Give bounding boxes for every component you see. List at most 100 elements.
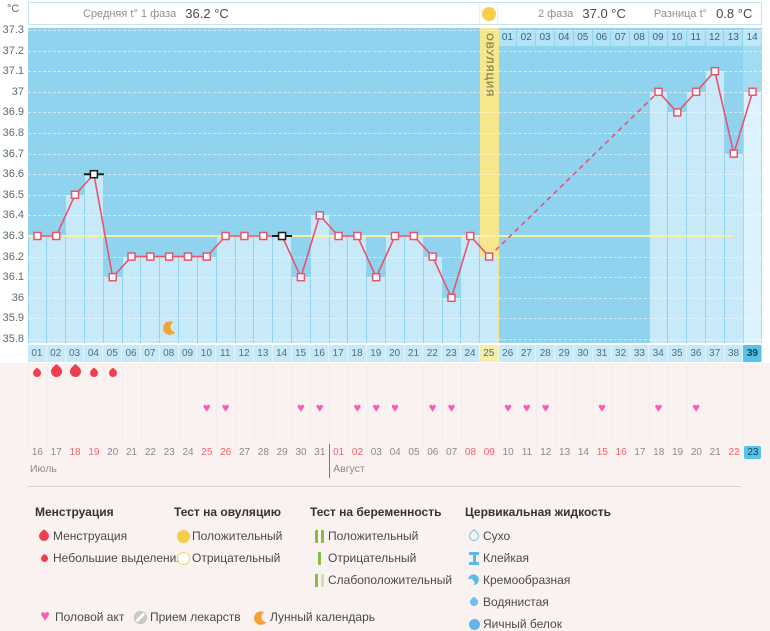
temperature-bar: [273, 236, 291, 343]
cycle-day-cell[interactable]: 17: [329, 345, 349, 362]
intercourse-heart-icon: ♥: [541, 400, 550, 415]
date-cell: 29: [276, 447, 288, 458]
cycle-day-cell[interactable]: 12: [235, 345, 254, 362]
y-axis-tick: 36.1: [2, 271, 24, 284]
temp-point[interactable]: [353, 231, 362, 241]
temperature-bar: [724, 153, 743, 343]
cycle-day-cell[interactable]: 15: [292, 345, 311, 362]
legend-divider: [28, 486, 741, 487]
date-cell: 17: [50, 447, 62, 458]
cycle-day-cell[interactable]: 01: [28, 345, 47, 362]
temp-point[interactable]: [428, 252, 437, 261]
temperature-line-layer: [33, 66, 757, 303]
temp-point[interactable]: [447, 293, 456, 303]
legend-column-title: Цервикальная жидкость: [465, 505, 612, 519]
cycle-day-cell[interactable]: 20: [386, 345, 405, 362]
phase2-value: 37.0 °C: [582, 6, 626, 21]
y-axis-tick: 36: [11, 291, 24, 304]
cycle-day-cell[interactable]: 25: [479, 345, 499, 362]
temp-point[interactable]: [108, 272, 117, 282]
date-cell: 19: [88, 447, 100, 458]
temp-point[interactable]: [51, 231, 61, 241]
date-cell: 04: [389, 447, 401, 458]
cycle-day-cell[interactable]: 19: [367, 345, 386, 362]
dpo-day-cell: 06: [592, 30, 611, 46]
cycle-day-cell[interactable]: 18: [348, 345, 367, 362]
cycle-day-cell[interactable]: 39: [743, 345, 763, 362]
gridline: [28, 256, 762, 258]
calendar-dates-section: 16 17 18 19 20 21 22 23 24 25 26 27 28 29 30 31 01 02 03 04…: [28, 444, 762, 480]
temp-point[interactable]: [183, 252, 193, 261]
menstruation-drop-icon: [88, 367, 100, 379]
temp-point[interactable]: [729, 149, 739, 158]
cycle-day-cell[interactable]: 05: [103, 345, 123, 362]
temp-point[interactable]: [654, 87, 663, 97]
temp-point[interactable]: [296, 272, 306, 282]
legend-column: Цервикальная жидкость Сухо Клейкая Кремообр…: [465, 505, 611, 631]
cycle-day-cell[interactable]: 23: [442, 345, 462, 362]
cycle-day-cell[interactable]: 36: [687, 345, 706, 362]
temperature-bar: [28, 236, 47, 343]
temp-point[interactable]: [409, 231, 419, 241]
temp-point[interactable]: [164, 252, 174, 261]
cycle-day-cell[interactable]: 07: [141, 345, 160, 362]
cycle-day-cell[interactable]: 38: [725, 345, 744, 362]
temp-point[interactable]: [466, 231, 475, 241]
temp-point[interactable]: [371, 272, 381, 282]
temp-point[interactable]: [33, 231, 42, 241]
cycle-day-cell[interactable]: 27: [518, 345, 537, 362]
intercourse-heart-icon: ♥: [447, 400, 456, 415]
temp-point[interactable]: [127, 252, 136, 261]
cycle-day-cell[interactable]: 08: [160, 345, 179, 362]
cycle-day-cell[interactable]: 16: [310, 345, 330, 362]
date-cell: 10: [502, 447, 514, 458]
cycle-day-cell[interactable]: 37: [706, 345, 725, 362]
temp-point[interactable]: [221, 231, 230, 241]
temp-point[interactable]: [390, 231, 400, 241]
intercourse-heart-icon: ♥: [297, 400, 305, 415]
temp-point[interactable]: [89, 169, 99, 179]
cycle-day-cell[interactable]: 13: [254, 345, 273, 362]
cycle-day-cell[interactable]: 33: [631, 345, 650, 362]
cycle-day-cell[interactable]: 32: [612, 345, 631, 362]
temp-point[interactable]: [710, 66, 720, 76]
temp-point[interactable]: [691, 87, 701, 97]
temp-point[interactable]: [277, 231, 287, 241]
legend-item-label: Слабоположительный: [328, 573, 453, 587]
temp-point[interactable]: [315, 211, 324, 220]
dpo-day-cell: 05: [573, 30, 592, 46]
cycle-day-cell[interactable]: 28: [536, 345, 556, 362]
cycle-day-cell[interactable]: 34: [649, 345, 669, 362]
cycle-day-cell[interactable]: 04: [84, 345, 104, 362]
cycle-day-cell[interactable]: 29: [555, 345, 575, 362]
cycle-day-cell[interactable]: 26: [499, 345, 518, 362]
cycle-day-cell[interactable]: 35: [668, 345, 687, 362]
cycle-day-cell[interactable]: 10: [197, 345, 217, 362]
coverline: [28, 235, 733, 237]
cycle-day-cell[interactable]: 24: [461, 345, 480, 362]
temperature-bar: [66, 194, 84, 343]
temp-point[interactable]: [202, 252, 212, 261]
temp-point[interactable]: [334, 231, 343, 241]
cycle-day-cell[interactable]: 21: [405, 345, 424, 362]
cycle-day-cell[interactable]: 11: [216, 345, 236, 362]
temp-point[interactable]: [484, 252, 494, 261]
temp-point[interactable]: [259, 231, 268, 241]
legend-item-label: Менструация: [53, 529, 128, 543]
date-cell: 06: [427, 447, 439, 458]
cycle-day-cell[interactable]: 03: [66, 345, 85, 362]
cycle-day-cell[interactable]: 02: [47, 345, 66, 362]
legend-item: Кремообразная: [465, 573, 611, 587]
legend-item-label: Положительный: [192, 529, 283, 543]
cycle-day-cell[interactable]: 30: [574, 345, 593, 362]
cycle-day-cell[interactable]: 22: [423, 345, 443, 362]
cycle-day-cell[interactable]: 31: [593, 345, 612, 362]
cycle-day-cell[interactable]: 06: [122, 345, 141, 362]
cycle-day-cell[interactable]: 14: [273, 345, 292, 362]
temp-point[interactable]: [240, 231, 249, 241]
temp-point[interactable]: [146, 252, 155, 261]
cycle-day-cell[interactable]: 09: [179, 345, 198, 362]
temp-point[interactable]: [673, 108, 682, 117]
temp-point[interactable]: [70, 190, 80, 200]
temp-point[interactable]: [748, 87, 757, 97]
